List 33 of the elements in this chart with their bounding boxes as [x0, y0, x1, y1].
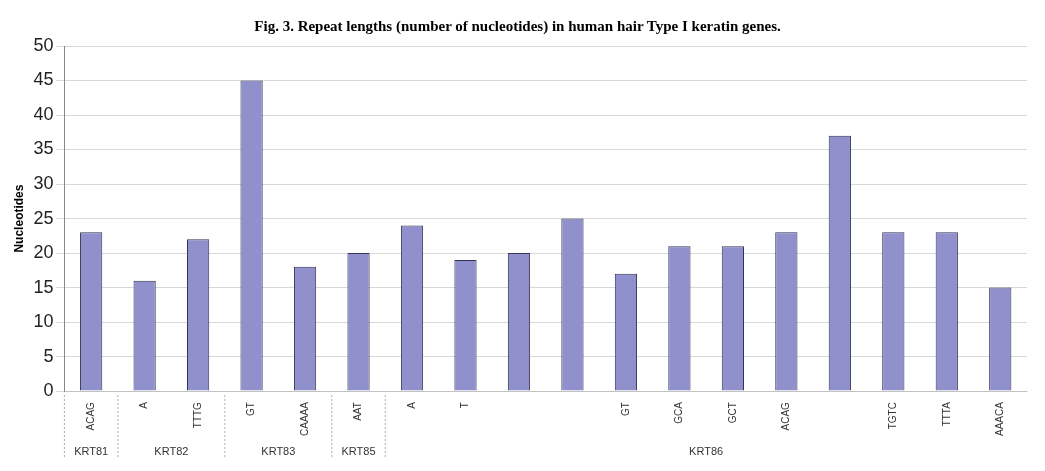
x-tick-label: AAT — [352, 402, 364, 421]
y-tick-label: 40 — [33, 103, 54, 124]
chart-title: Fig. 3. Repeat lengths (number of nucleotides) in human hair Type I keratin genes. — [254, 17, 781, 35]
y-tick-label: 35 — [33, 138, 54, 159]
x-tick-label: AAACA — [994, 401, 1006, 436]
y-tick-label: 45 — [33, 69, 54, 90]
x-tick-label: T — [459, 402, 471, 409]
y-tick-label: 0 — [43, 380, 54, 401]
x-tick-label: ACAG — [84, 401, 96, 431]
x-tick-label: TTTG — [191, 401, 203, 429]
y-tick-label: 20 — [33, 242, 54, 263]
y-tick-label: 30 — [33, 173, 54, 194]
x-tick-label: GT — [619, 402, 631, 416]
text: KRT82 — [154, 444, 189, 457]
x-tick-label: A — [138, 401, 150, 409]
x-tick-label: GCT — [726, 402, 738, 424]
x-tick-label: GCA — [673, 401, 685, 424]
x-tick-label: TTTA — [940, 401, 952, 427]
y-tick-label: 10 — [33, 311, 54, 332]
y-tick-label: 25 — [33, 207, 54, 228]
x-tick-label: GT — [245, 402, 257, 416]
text: KRT81 — [74, 444, 109, 457]
text: KRT85 — [341, 444, 376, 457]
x-tick-label: A — [405, 401, 417, 409]
y-tick-label: 5 — [43, 345, 54, 366]
text: KRT83 — [261, 444, 296, 457]
x-tick-label: ACAG — [780, 401, 792, 431]
x-tick-label: TGTC — [887, 402, 899, 430]
y-tick-label: 15 — [33, 276, 54, 297]
y-tick-label: 50 — [33, 34, 54, 55]
text: KRT86 — [689, 444, 724, 457]
x-tick-label: CAAAA — [298, 401, 310, 436]
y-axis-title: Nucleotides — [11, 184, 26, 253]
